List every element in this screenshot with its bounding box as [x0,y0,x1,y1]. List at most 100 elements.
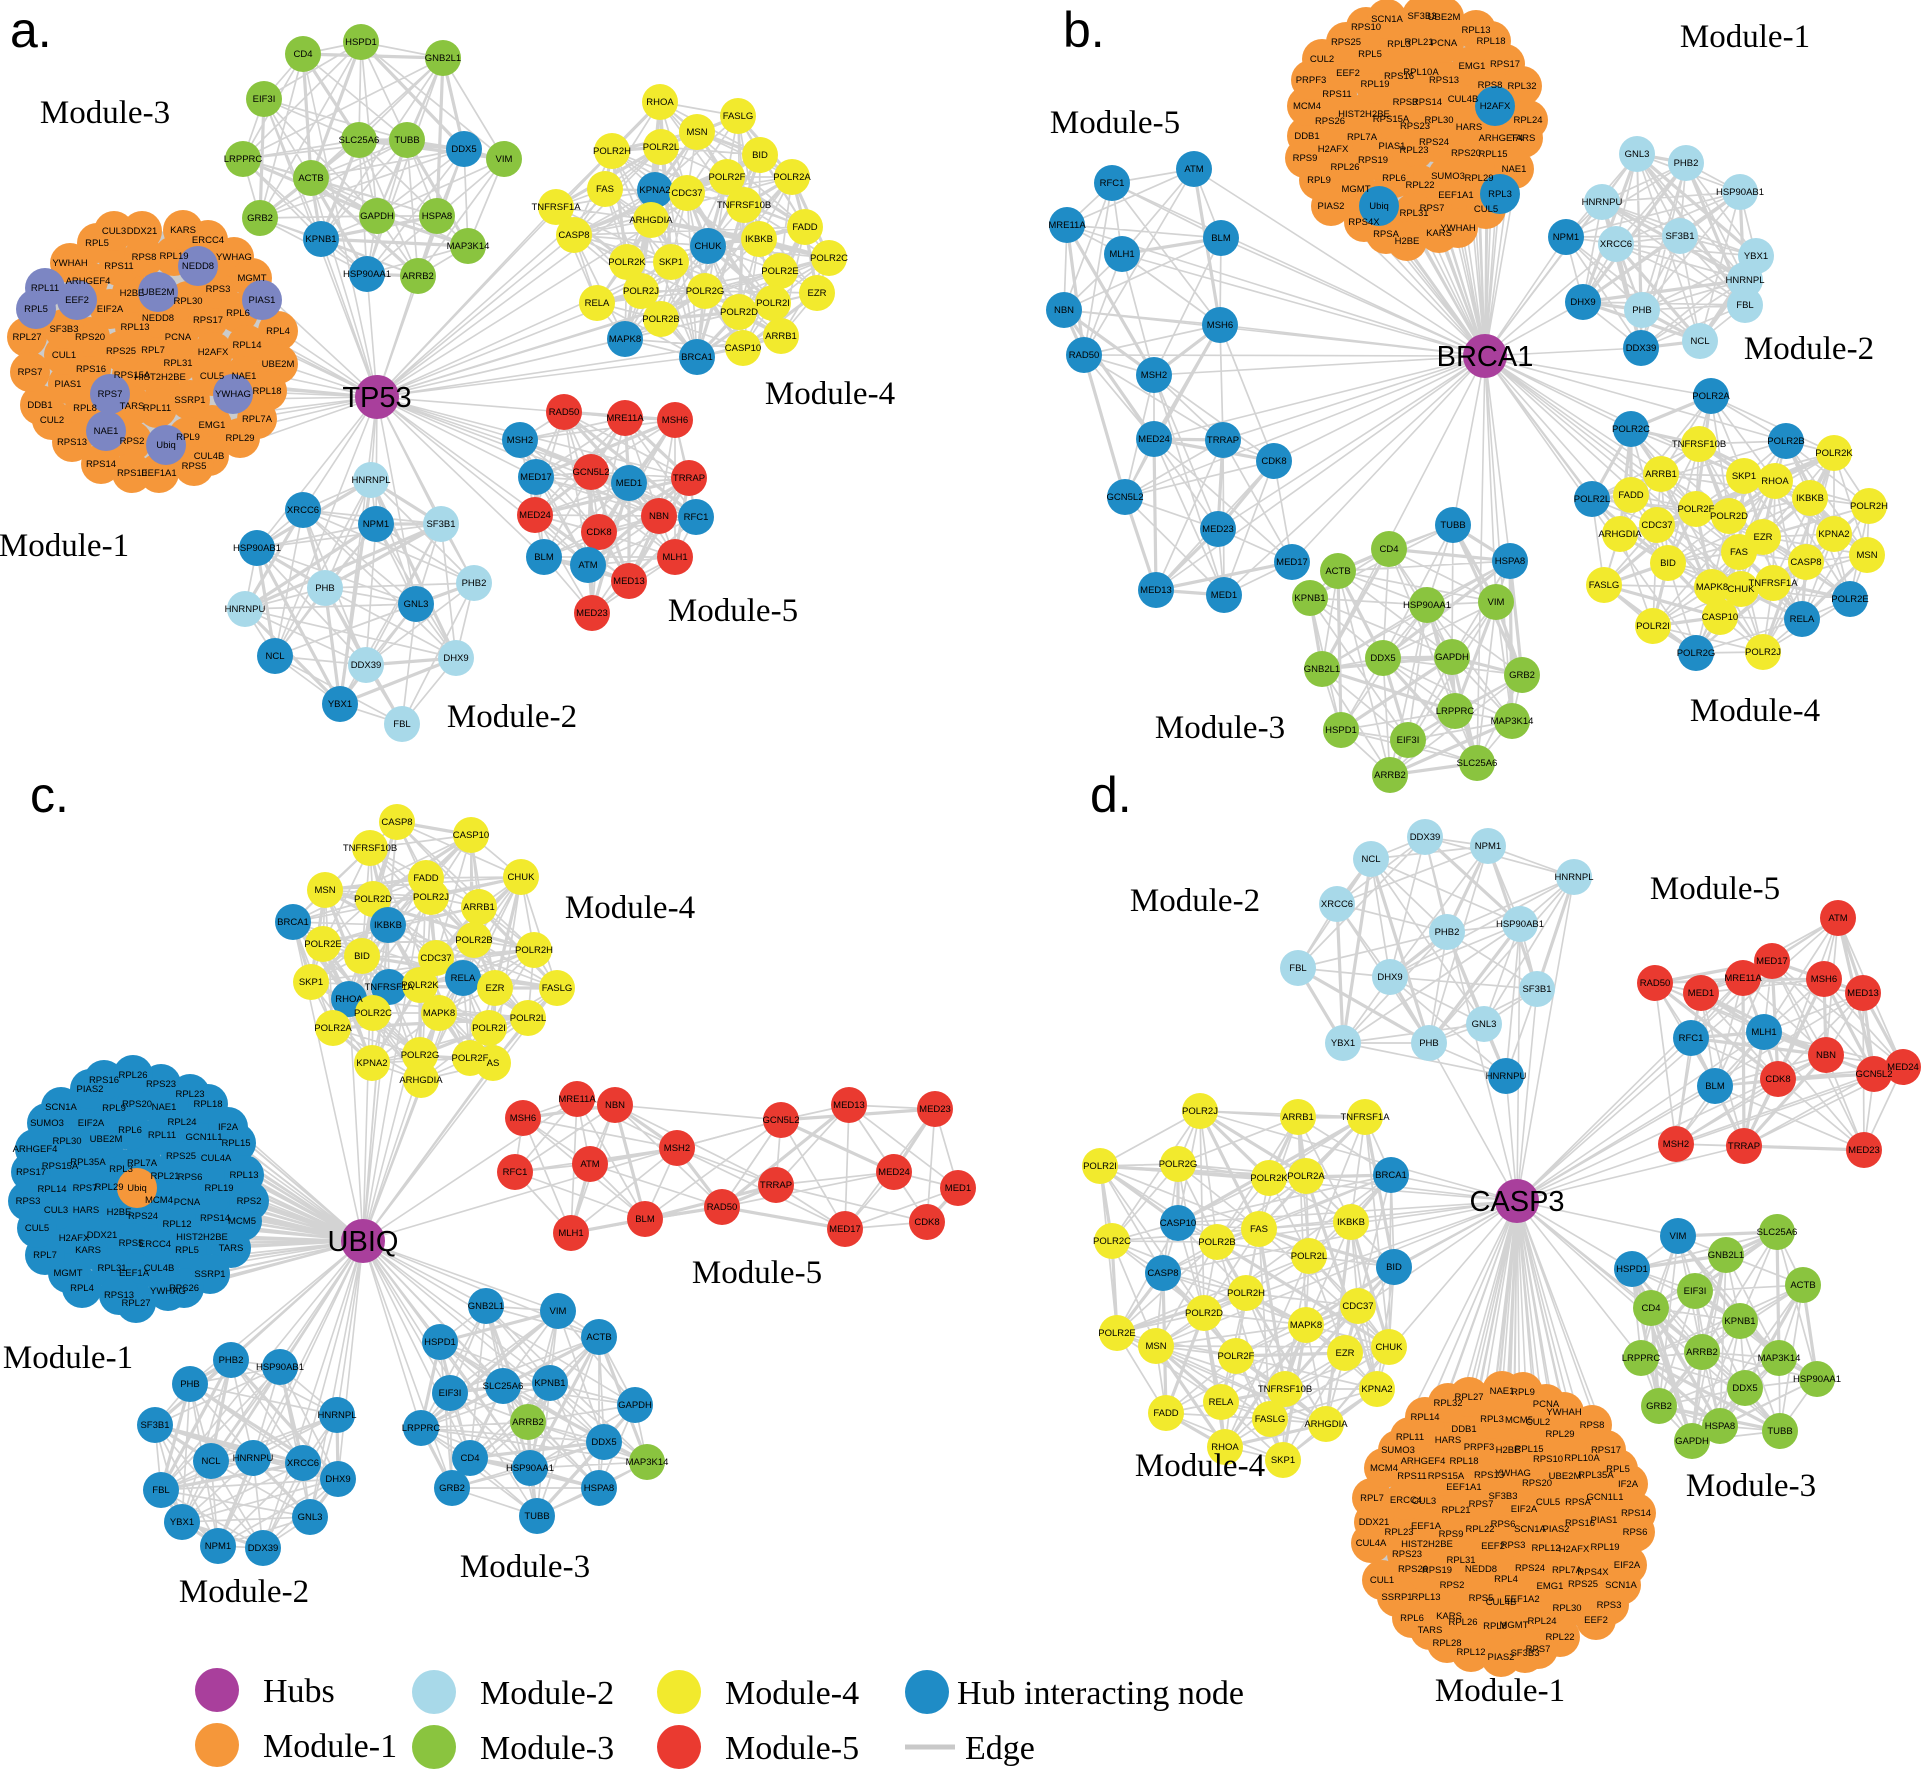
svg-text:MSH2: MSH2 [1663,1139,1689,1150]
svg-text:POLR2I: POLR2I [1083,1161,1117,1172]
svg-text:Module-1: Module-1 [1680,19,1810,55]
svg-text:RPL24: RPL24 [1527,1616,1556,1627]
svg-text:CHUK: CHUK [695,241,723,252]
svg-text:MSN: MSN [686,127,707,138]
svg-text:FADD: FADD [1153,1408,1178,1419]
svg-text:PCNA: PCNA [1533,1399,1560,1410]
svg-text:SLC25A6: SLC25A6 [1757,1227,1798,1238]
svg-text:RPL30: RPL30 [52,1136,81,1147]
svg-text:MGMT: MGMT [1499,1620,1528,1631]
svg-text:RPS15A: RPS15A [42,1161,79,1172]
svg-text:ARRB2: ARRB2 [402,271,434,282]
svg-text:Module-4: Module-4 [1135,1448,1265,1484]
svg-text:HIST2H2BE: HIST2H2BE [176,1232,228,1243]
svg-text:MRE11A: MRE11A [1048,220,1086,231]
svg-text:RPL4: RPL4 [70,1283,94,1294]
svg-text:DDX21: DDX21 [87,1230,118,1241]
svg-text:ARRB1: ARRB1 [1645,469,1677,480]
svg-text:RPL26: RPL26 [1448,1617,1477,1628]
svg-text:RPL23: RPL23 [175,1089,204,1100]
svg-text:Module-3: Module-3 [1155,710,1285,746]
svg-text:PRPF3: PRPF3 [1464,1442,1495,1453]
svg-text:MRE11A: MRE11A [606,413,644,424]
svg-text:RPL5: RPL5 [24,304,48,315]
svg-text:H2BE: H2BE [120,288,145,299]
svg-text:NAE1: NAE1 [94,426,119,437]
svg-text:HNRNPL: HNRNPL [351,475,390,486]
svg-text:FASLG: FASLG [1589,580,1620,591]
svg-text:RPL22: RPL22 [1405,180,1434,191]
svg-text:H2AFX: H2AFX [198,347,229,358]
svg-text:H2BE: H2BE [1395,236,1420,247]
svg-text:Module-5: Module-5 [692,1255,822,1291]
svg-text:TP53: TP53 [342,382,411,414]
svg-text:GNB2L1: GNB2L1 [468,1301,504,1312]
svg-text:PHB: PHB [1419,1038,1439,1049]
svg-text:RPL3: RPL3 [1387,39,1411,50]
svg-text:POLR2D: POLR2D [1185,1308,1223,1319]
svg-text:RPL6: RPL6 [226,308,250,319]
svg-text:EIF2A: EIF2A [97,304,124,315]
svg-text:HNRNPU: HNRNPU [225,604,266,615]
svg-text:RPL8: RPL8 [1483,1621,1507,1632]
svg-text:RPL14: RPL14 [1410,1412,1439,1423]
svg-text:RPL23: RPL23 [1384,1527,1413,1538]
svg-text:RPL11: RPL11 [1396,1432,1424,1443]
svg-text:HIST2H2BE: HIST2H2BE [1338,109,1390,120]
svg-text:CUL4A: CUL4A [201,1153,232,1164]
svg-text:RPS20: RPS20 [1522,1478,1552,1489]
svg-text:MSH2: MSH2 [1141,370,1167,381]
svg-text:FAS: FAS [596,184,614,195]
svg-text:RPL5: RPL5 [1606,1464,1630,1475]
svg-text:DDX39: DDX39 [248,1543,279,1554]
svg-text:RPL12: RPL12 [1456,1647,1485,1658]
svg-text:MGMT: MGMT [53,1268,82,1279]
svg-text:ARHGEF4: ARHGEF4 [66,276,111,287]
svg-text:DDX5: DDX5 [1732,1383,1757,1394]
svg-text:ACTB: ACTB [298,173,323,184]
svg-text:ATM: ATM [1184,164,1203,175]
svg-text:RPL13: RPL13 [120,322,149,333]
svg-text:FASLG: FASLG [723,111,754,122]
svg-text:POLR2L: POLR2L [643,142,679,153]
svg-text:BID: BID [752,150,768,161]
svg-text:IKBKB: IKBKB [1337,1217,1365,1228]
svg-text:RPL29: RPL29 [225,433,254,444]
svg-text:d.: d. [1090,767,1132,823]
svg-text:MRE11A: MRE11A [558,1094,596,1105]
svg-text:NEDD8: NEDD8 [142,313,174,324]
svg-text:RPS24: RPS24 [1515,1563,1545,1574]
svg-text:POLR2F: POLR2F [709,172,746,183]
svg-text:TARS: TARS [1418,1625,1443,1636]
svg-text:MSH6: MSH6 [1811,974,1837,985]
svg-text:RPS13: RPS13 [57,437,87,448]
svg-text:CUL1: CUL1 [1370,1575,1394,1586]
svg-text:RPS19: RPS19 [1358,155,1388,166]
svg-text:POLR2E: POLR2E [304,939,342,950]
svg-text:Edge: Edge [965,1730,1035,1767]
svg-text:TNFRSF1A: TNFRSF1A [531,202,581,213]
svg-text:EEF1A: EEF1A [119,1268,150,1279]
svg-text:MCM4: MCM4 [1370,1463,1398,1474]
svg-text:Module-2: Module-2 [179,1574,309,1610]
svg-text:MED23: MED23 [1848,1145,1880,1156]
svg-text:DHX9: DHX9 [443,653,468,664]
svg-text:NEDD8: NEDD8 [182,261,214,272]
svg-text:Ubiq: Ubiq [156,440,176,451]
svg-text:Module-4: Module-4 [1690,693,1820,729]
svg-text:PIAS2: PIAS2 [1318,201,1345,212]
svg-text:RPL27: RPL27 [1454,1392,1483,1403]
svg-text:RPL9: RPL9 [176,432,200,443]
svg-text:POLR2I: POLR2I [1636,621,1670,632]
svg-text:NAE1: NAE1 [1490,1386,1515,1397]
svg-text:CUL4B: CUL4B [1486,1597,1517,1608]
svg-text:RPSA: RPSA [1373,229,1400,240]
svg-text:PHB: PHB [315,583,335,594]
svg-text:RPL7A: RPL7A [1552,1565,1583,1576]
svg-text:RPL9: RPL9 [1511,1387,1535,1398]
svg-text:YWHAH: YWHAH [1546,1407,1582,1418]
svg-text:SKP1: SKP1 [1271,1455,1295,1466]
svg-text:HSP90AB1: HSP90AB1 [1716,187,1764,198]
svg-text:BLM: BLM [534,552,554,563]
svg-text:RHOA: RHOA [646,97,674,108]
